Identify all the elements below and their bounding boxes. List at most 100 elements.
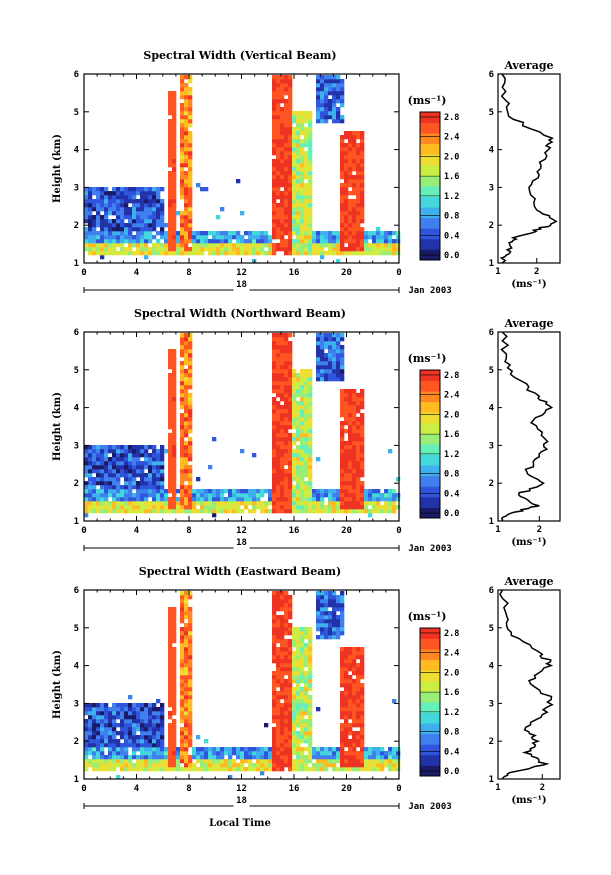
heatmap-cell	[188, 95, 193, 100]
heatmap-cell	[348, 231, 353, 236]
heatmap-cell	[316, 603, 321, 608]
heatmap-cell	[112, 235, 117, 240]
heatmap-cell	[96, 755, 101, 760]
heatmap-cell	[128, 235, 133, 240]
heatmap-cell	[104, 501, 109, 506]
heatmap-cell	[96, 477, 101, 482]
heatmap-cell	[356, 735, 361, 740]
heatmap-cell	[352, 683, 357, 688]
heatmap-cell	[308, 473, 313, 478]
heatmap-cell	[180, 425, 185, 430]
heatmap-cell	[360, 183, 365, 188]
heatmap-cell	[132, 763, 137, 768]
heatmap-cell	[184, 409, 189, 414]
heatmap-cell	[304, 711, 309, 716]
heatmap-cell	[124, 727, 129, 732]
heatmap-cell	[168, 687, 173, 692]
heatmap-cell	[168, 361, 173, 366]
heatmap-cell	[320, 255, 325, 260]
heatmap-cell	[168, 679, 173, 684]
heatmap-cell	[352, 465, 357, 470]
heatmap-cell	[188, 457, 193, 462]
heatmap-cell	[168, 131, 173, 136]
heatmap-cell	[324, 595, 329, 600]
heatmap-cell	[320, 349, 325, 354]
heatmap-cell	[364, 509, 369, 514]
heatmap-cell	[328, 247, 333, 252]
heatmap-cell	[176, 501, 181, 506]
heatmap-cell	[328, 111, 333, 116]
heatmap-cell	[304, 389, 309, 394]
heatmap-cell	[100, 215, 105, 220]
heatmap-cell	[280, 453, 285, 458]
heatmap-cell	[180, 505, 185, 510]
heatmap-cell	[360, 187, 365, 192]
heatmap-cell	[200, 501, 205, 506]
heatmap-cell	[104, 461, 109, 466]
heatmap-cell	[340, 333, 345, 338]
heatmap-cell	[276, 353, 281, 358]
heatmap-cell	[304, 381, 309, 386]
heatmap-cell	[264, 505, 269, 510]
heatmap-cell	[272, 107, 277, 112]
heatmap-cell	[292, 699, 297, 704]
heatmap-cell	[272, 203, 277, 208]
heatmap-cell	[276, 155, 281, 160]
heatmap-cell	[276, 707, 281, 712]
heatmap-cell	[172, 183, 177, 188]
heatmap-cell	[96, 763, 101, 768]
heatmap-cell	[272, 243, 277, 248]
heatmap-cell	[160, 243, 165, 248]
heatmap-cell	[348, 183, 353, 188]
heatmap-cell	[272, 341, 277, 346]
heatmap-cell	[332, 759, 337, 764]
average-y-tick-label: 3	[489, 699, 494, 709]
heatmap-cell	[336, 365, 341, 370]
heatmap-cell	[288, 743, 293, 748]
heatmap-cell	[220, 509, 225, 514]
heatmap-cell	[388, 751, 393, 756]
heatmap-cell	[300, 251, 305, 256]
heatmap-cell	[348, 699, 353, 704]
heatmap-cell	[332, 509, 337, 514]
heatmap-cell	[188, 215, 193, 220]
heatmap-cell	[300, 449, 305, 454]
heatmap-cell	[204, 509, 209, 514]
heatmap-cell	[256, 763, 261, 768]
heatmap-cell	[92, 457, 97, 462]
heatmap-cell	[280, 131, 285, 136]
heatmap-cell	[312, 247, 317, 252]
heatmap-cell	[352, 691, 357, 696]
heatmap-cell	[300, 767, 305, 772]
heatmap-cell	[160, 743, 165, 748]
heatmap-cell	[300, 651, 305, 656]
colorbar-swatch	[420, 723, 440, 735]
heatmap-cell	[376, 759, 381, 764]
heatmap-cell	[276, 703, 281, 708]
heatmap-cell	[292, 433, 297, 438]
colorbar-swatch	[420, 412, 440, 424]
heatmap-cell	[276, 767, 281, 772]
heatmap-cell	[272, 607, 277, 612]
heatmap-cell	[324, 251, 329, 256]
heatmap-cell	[364, 759, 369, 764]
heatmap-cell	[352, 659, 357, 664]
heatmap-cell	[284, 123, 289, 128]
heatmap-cell	[280, 497, 285, 502]
heatmap-cell	[288, 695, 293, 700]
heatmap-cell	[84, 711, 89, 716]
heatmap-cell	[308, 711, 313, 716]
heatmap-cell	[124, 251, 129, 256]
heatmap-cell	[332, 751, 337, 756]
heatmap-cell	[320, 595, 325, 600]
heatmap-cell	[276, 683, 281, 688]
heatmap-cell	[308, 413, 313, 418]
heatmap-cell	[304, 135, 309, 140]
heatmap-cell	[168, 365, 173, 370]
heatmap-cell	[252, 489, 257, 494]
heatmap-cell	[272, 199, 277, 204]
heatmap-cell	[356, 703, 361, 708]
heatmap-cell	[144, 505, 149, 510]
heatmap-cell	[376, 251, 381, 256]
heatmap-cell	[140, 703, 145, 708]
